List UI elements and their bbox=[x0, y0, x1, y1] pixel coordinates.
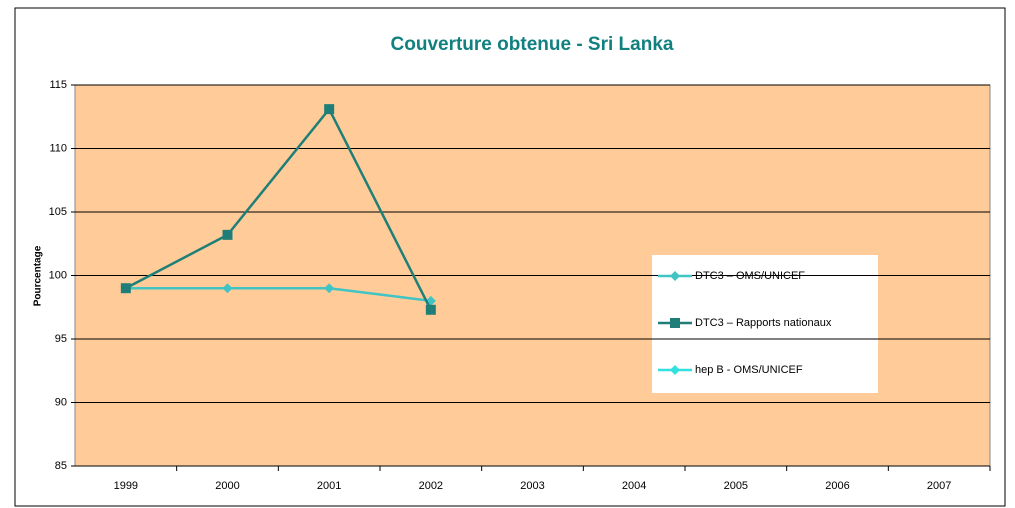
x-tick-label: 2003 bbox=[520, 480, 544, 492]
y-tick-label: 90 bbox=[55, 396, 67, 408]
data-point bbox=[324, 283, 335, 294]
x-tick-label: 2006 bbox=[825, 480, 849, 492]
series-line bbox=[125, 106, 432, 311]
legend-label: DTC3 – Rapports nationaux bbox=[695, 317, 832, 329]
y-tick-label: 115 bbox=[49, 79, 67, 91]
x-tick-label: 2001 bbox=[317, 480, 341, 492]
data-point bbox=[222, 229, 233, 240]
series-line bbox=[125, 286, 431, 303]
data-point bbox=[222, 283, 233, 294]
legend-marker bbox=[670, 271, 680, 281]
x-tick-label: 2007 bbox=[927, 480, 951, 492]
x-tick-label: 2005 bbox=[724, 480, 748, 492]
y-tick-label: 85 bbox=[55, 460, 67, 472]
y-tick-label: 110 bbox=[49, 142, 67, 154]
y-tick-label: 105 bbox=[49, 206, 67, 218]
x-tick-label: 2000 bbox=[215, 480, 239, 492]
data-point bbox=[425, 304, 436, 315]
y-axis-label: Pourcentage bbox=[33, 245, 44, 306]
chart-title: Couverture obtenue - Sri Lanka bbox=[391, 34, 674, 55]
legend-marker bbox=[670, 365, 680, 375]
data-point bbox=[324, 104, 335, 115]
x-tick-label: 1999 bbox=[114, 480, 138, 492]
x-tick-label: 2002 bbox=[419, 480, 443, 492]
data-point bbox=[120, 283, 131, 294]
legend-marker bbox=[670, 318, 680, 328]
y-tick-label: 95 bbox=[55, 333, 67, 345]
x-tick-label: 2004 bbox=[622, 480, 646, 492]
legend-label: DTC3 – OMS/UNICEF bbox=[695, 270, 805, 282]
legend-label: hep B - OMS/UNICEF bbox=[695, 364, 803, 376]
y-tick-label: 100 bbox=[49, 269, 67, 281]
